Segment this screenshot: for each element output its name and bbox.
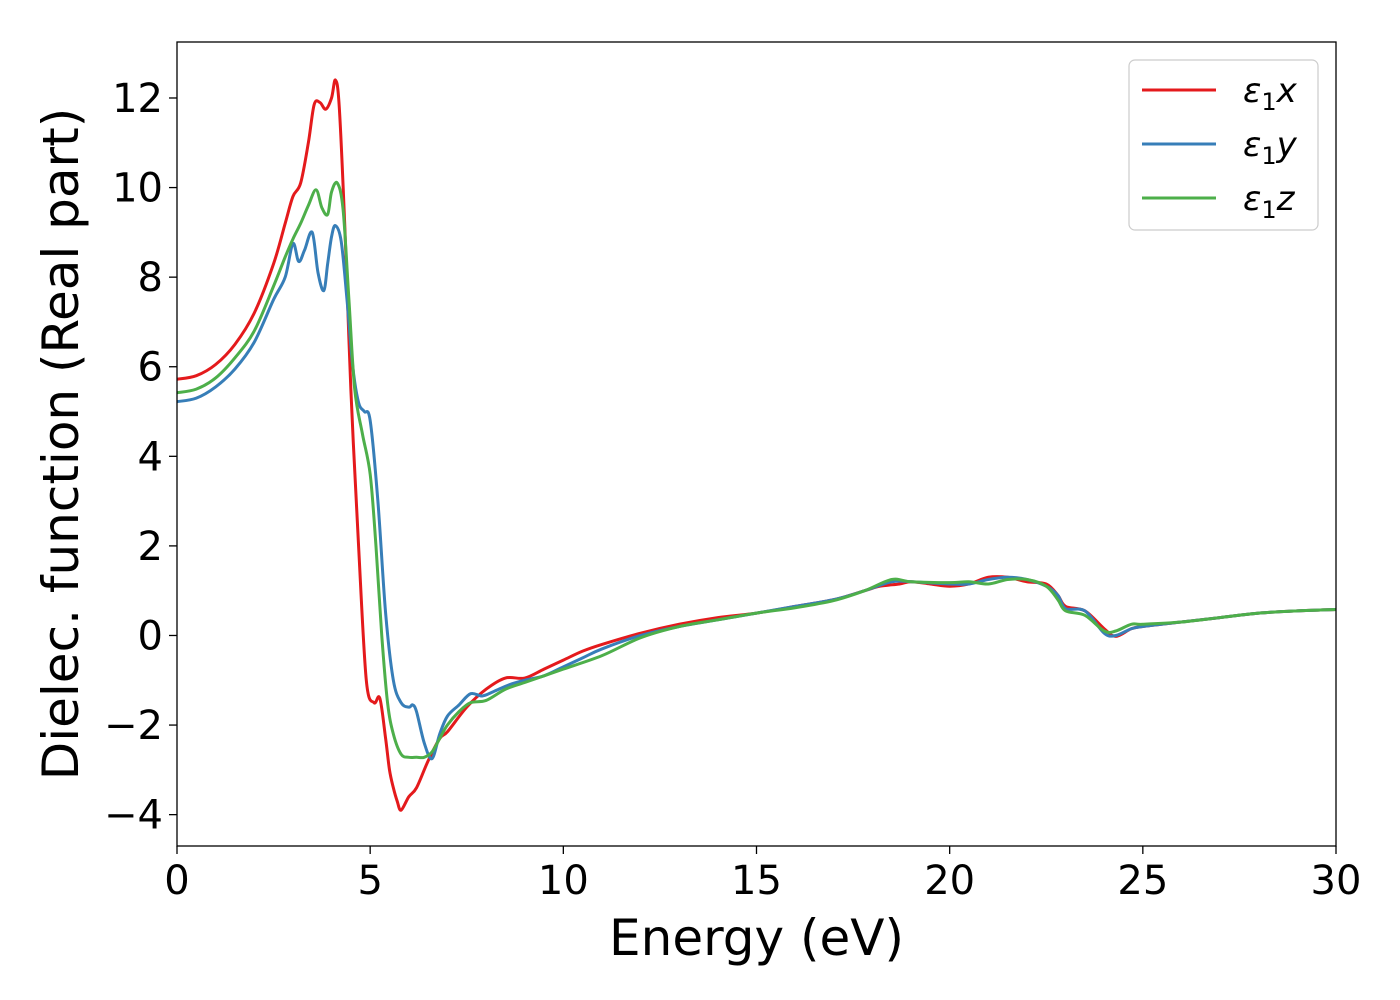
series-line-y bbox=[177, 224, 1336, 761]
y-tick-label: 12 bbox=[112, 76, 163, 122]
y-tick-label: 6 bbox=[138, 345, 163, 391]
legend-label-x: ε1x bbox=[1243, 71, 1298, 116]
y-axis-ticks: −4 −2 0 2 4 6 8 10 12 bbox=[104, 76, 177, 839]
legend: ε1x ε1y ε1z bbox=[1128, 59, 1319, 231]
y-tick-label: −2 bbox=[104, 703, 163, 749]
x-axis-ticks: 0 5 10 15 20 25 30 bbox=[164, 846, 1361, 904]
series-line-z bbox=[177, 180, 1336, 760]
legend-label-y: ε1y bbox=[1243, 125, 1298, 170]
y-axis-label: Dielec. function (Real part) bbox=[32, 108, 90, 780]
x-tick-label: 5 bbox=[357, 858, 382, 904]
y-tick-label: −4 bbox=[104, 793, 163, 839]
y-tick-label: 10 bbox=[112, 166, 163, 212]
x-tick-label: 0 bbox=[164, 858, 189, 904]
x-tick-label: 10 bbox=[538, 858, 589, 904]
x-tick-label: 30 bbox=[1311, 858, 1362, 904]
series-line-x bbox=[177, 78, 1336, 812]
legend-label-z: ε1z bbox=[1243, 179, 1296, 224]
x-tick-label: 25 bbox=[1117, 858, 1168, 904]
plot-lines bbox=[177, 78, 1336, 812]
x-tick-label: 20 bbox=[924, 858, 975, 904]
y-tick-label: 8 bbox=[138, 255, 163, 301]
x-tick-label: 15 bbox=[731, 858, 782, 904]
y-tick-label: 0 bbox=[138, 613, 163, 659]
y-tick-label: 2 bbox=[138, 524, 163, 570]
y-tick-label: 4 bbox=[138, 434, 163, 480]
legend-box bbox=[1128, 59, 1319, 231]
x-axis-label: Energy (eV) bbox=[609, 909, 904, 967]
